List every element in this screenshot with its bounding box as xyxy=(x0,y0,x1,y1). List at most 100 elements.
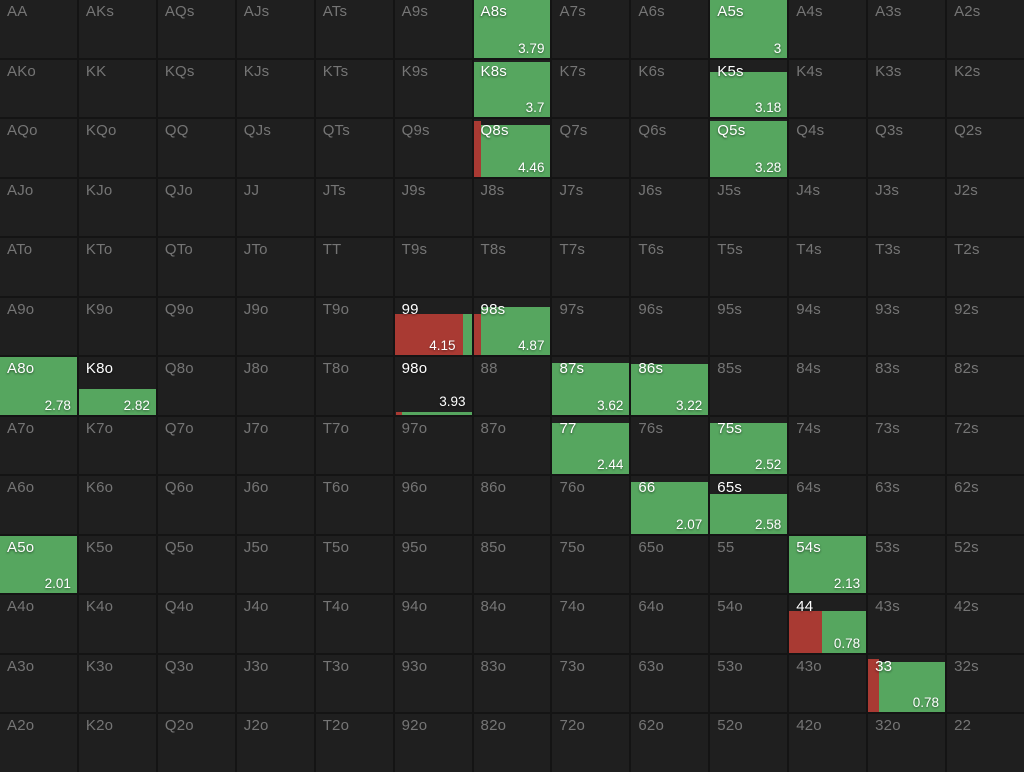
hand-cell-T7o[interactable]: T7o xyxy=(315,416,393,475)
hand-cell-A6s[interactable]: A6s xyxy=(631,0,709,58)
hand-cell-93s[interactable]: 93s xyxy=(868,297,946,356)
hand-cell-AA[interactable]: AA xyxy=(0,0,77,58)
hand-cell-62o[interactable]: 62o xyxy=(631,714,709,772)
hand-cell-A2o[interactable]: A2o xyxy=(0,714,77,772)
hand-cell-98s[interactable]: 4.87 98s xyxy=(473,297,551,356)
hand-cell-A7s[interactable]: A7s xyxy=(552,0,630,58)
hand-cell-J2o[interactable]: J2o xyxy=(236,714,314,772)
hand-cell-QJs[interactable]: QJs xyxy=(236,119,314,177)
hand-cell-KK[interactable]: KK xyxy=(78,59,156,118)
hand-cell-Q7o[interactable]: Q7o xyxy=(157,416,235,475)
hand-cell-ATs[interactable]: ATs xyxy=(315,0,393,58)
hand-cell-T8o[interactable]: T8o xyxy=(315,357,393,415)
hand-cell-A6o[interactable]: A6o xyxy=(0,476,77,534)
hand-cell-44[interactable]: 0.78 44 xyxy=(789,595,867,653)
hand-cell-85o[interactable]: 85o xyxy=(473,535,551,594)
hand-cell-AKo[interactable]: AKo xyxy=(0,59,77,118)
hand-cell-Q5s[interactable]: 3.28 Q5s xyxy=(710,119,788,177)
hand-cell-A9o[interactable]: A9o xyxy=(0,297,77,356)
hand-cell-32s[interactable]: 32s xyxy=(947,654,1024,713)
hand-cell-QQ[interactable]: QQ xyxy=(157,119,235,177)
hand-cell-97s[interactable]: 97s xyxy=(552,297,630,356)
hand-cell-A3s[interactable]: A3s xyxy=(868,0,946,58)
hand-cell-J7s[interactable]: J7s xyxy=(552,178,630,237)
hand-cell-K3s[interactable]: K3s xyxy=(868,59,946,118)
hand-cell-54s[interactable]: 2.13 54s xyxy=(789,535,867,594)
hand-cell-A8s[interactable]: 3.79 A8s xyxy=(473,0,551,58)
hand-cell-JTs[interactable]: JTs xyxy=(315,178,393,237)
hand-cell-AQs[interactable]: AQs xyxy=(157,0,235,58)
hand-cell-A9s[interactable]: A9s xyxy=(394,0,472,58)
hand-cell-Q8s[interactable]: 4.46 Q8s xyxy=(473,119,551,177)
hand-cell-94o[interactable]: 94o xyxy=(394,595,472,653)
hand-cell-T9s[interactable]: T9s xyxy=(394,238,472,296)
hand-cell-J6o[interactable]: J6o xyxy=(236,476,314,534)
hand-cell-88[interactable]: 88 xyxy=(473,357,551,415)
hand-cell-K9s[interactable]: K9s xyxy=(394,59,472,118)
hand-cell-A8o[interactable]: 2.78 A8o xyxy=(0,357,77,415)
hand-cell-86o[interactable]: 86o xyxy=(473,476,551,534)
hand-cell-A3o[interactable]: A3o xyxy=(0,654,77,713)
hand-cell-K2s[interactable]: K2s xyxy=(947,59,1024,118)
hand-cell-63s[interactable]: 63s xyxy=(868,476,946,534)
hand-cell-53s[interactable]: 53s xyxy=(868,535,946,594)
hand-cell-A5s[interactable]: 3 A5s xyxy=(710,0,788,58)
hand-cell-76o[interactable]: 76o xyxy=(552,476,630,534)
hand-cell-J9s[interactable]: J9s xyxy=(394,178,472,237)
hand-cell-A5o[interactable]: 2.01 A5o xyxy=(0,535,77,594)
hand-cell-J7o[interactable]: J7o xyxy=(236,416,314,475)
hand-cell-J8o[interactable]: J8o xyxy=(236,357,314,415)
hand-cell-65o[interactable]: 65o xyxy=(631,535,709,594)
hand-cell-Q8o[interactable]: Q8o xyxy=(157,357,235,415)
hand-cell-T3s[interactable]: T3s xyxy=(868,238,946,296)
hand-cell-77[interactable]: 2.44 77 xyxy=(552,416,630,475)
hand-cell-Q9s[interactable]: Q9s xyxy=(394,119,472,177)
hand-cell-K8o[interactable]: 2.82 K8o xyxy=(78,357,156,415)
hand-cell-83s[interactable]: 83s xyxy=(868,357,946,415)
hand-cell-75o[interactable]: 75o xyxy=(552,535,630,594)
hand-cell-42s[interactable]: 42s xyxy=(947,595,1024,653)
hand-cell-T9o[interactable]: T9o xyxy=(315,297,393,356)
hand-cell-T5s[interactable]: T5s xyxy=(710,238,788,296)
hand-cell-43o[interactable]: 43o xyxy=(789,654,867,713)
hand-cell-33[interactable]: 0.78 33 xyxy=(868,654,946,713)
hand-cell-87s[interactable]: 3.62 87s xyxy=(552,357,630,415)
hand-cell-QTo[interactable]: QTo xyxy=(157,238,235,296)
hand-cell-93o[interactable]: 93o xyxy=(394,654,472,713)
hand-cell-KTs[interactable]: KTs xyxy=(315,59,393,118)
hand-cell-JTo[interactable]: JTo xyxy=(236,238,314,296)
hand-cell-72o[interactable]: 72o xyxy=(552,714,630,772)
hand-cell-K2o[interactable]: K2o xyxy=(78,714,156,772)
hand-cell-32o[interactable]: 32o xyxy=(868,714,946,772)
hand-cell-AKs[interactable]: AKs xyxy=(78,0,156,58)
hand-cell-65s[interactable]: 2.58 65s xyxy=(710,476,788,534)
hand-cell-86s[interactable]: 3.22 86s xyxy=(631,357,709,415)
hand-cell-73s[interactable]: 73s xyxy=(868,416,946,475)
hand-cell-T5o[interactable]: T5o xyxy=(315,535,393,594)
hand-cell-A4o[interactable]: A4o xyxy=(0,595,77,653)
hand-cell-74s[interactable]: 74s xyxy=(789,416,867,475)
hand-cell-Q3o[interactable]: Q3o xyxy=(157,654,235,713)
hand-cell-JJ[interactable]: JJ xyxy=(236,178,314,237)
hand-cell-Q5o[interactable]: Q5o xyxy=(157,535,235,594)
hand-cell-K5s[interactable]: 3.18 K5s xyxy=(710,59,788,118)
hand-cell-KJs[interactable]: KJs xyxy=(236,59,314,118)
hand-cell-84o[interactable]: 84o xyxy=(473,595,551,653)
hand-cell-AQo[interactable]: AQo xyxy=(0,119,77,177)
hand-cell-QTs[interactable]: QTs xyxy=(315,119,393,177)
hand-cell-95o[interactable]: 95o xyxy=(394,535,472,594)
hand-cell-Q7s[interactable]: Q7s xyxy=(552,119,630,177)
hand-cell-76s[interactable]: 76s xyxy=(631,416,709,475)
hand-cell-92s[interactable]: 92s xyxy=(947,297,1024,356)
hand-cell-KQs[interactable]: KQs xyxy=(157,59,235,118)
hand-cell-K7o[interactable]: K7o xyxy=(78,416,156,475)
hand-cell-97o[interactable]: 97o xyxy=(394,416,472,475)
hand-cell-A2s[interactable]: A2s xyxy=(947,0,1024,58)
hand-cell-TT[interactable]: TT xyxy=(315,238,393,296)
hand-cell-K6s[interactable]: K6s xyxy=(631,59,709,118)
hand-cell-T2s[interactable]: T2s xyxy=(947,238,1024,296)
hand-cell-K4s[interactable]: K4s xyxy=(789,59,867,118)
hand-cell-T4o[interactable]: T4o xyxy=(315,595,393,653)
hand-cell-64s[interactable]: 64s xyxy=(789,476,867,534)
hand-cell-K3o[interactable]: K3o xyxy=(78,654,156,713)
